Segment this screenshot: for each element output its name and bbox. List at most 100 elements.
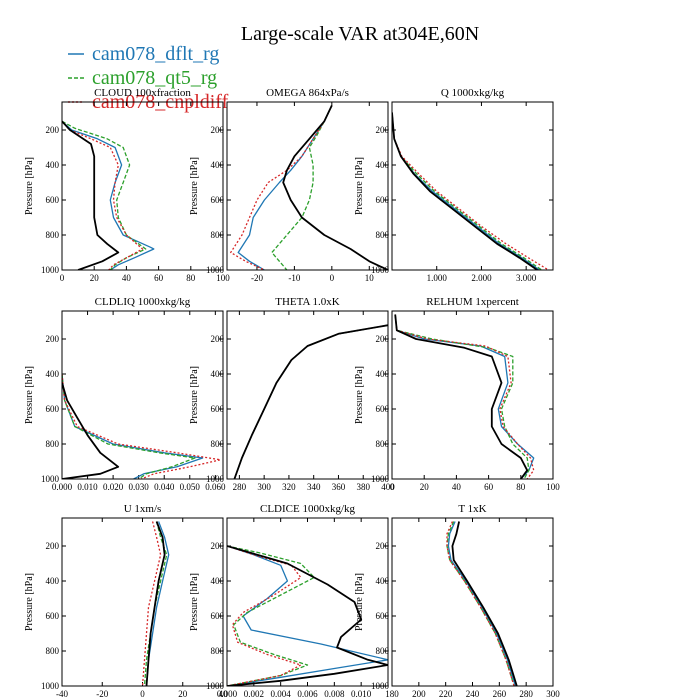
plot-frame — [226, 101, 389, 271]
x-tick-label: 0.000 — [52, 482, 73, 492]
y-tick-label: 800 — [46, 646, 60, 656]
series-line-1 — [394, 314, 530, 479]
series-line-0 — [447, 521, 517, 686]
x-tick-label: -10 — [288, 273, 300, 283]
series-line-3 — [451, 521, 518, 686]
y-axis-label: Pressure [hPa] — [24, 366, 35, 424]
y-tick-label: 400 — [211, 369, 225, 379]
y-tick-label: 400 — [211, 160, 225, 170]
y-tick-label: 400 — [376, 369, 390, 379]
x-tick-label: 200 — [412, 689, 426, 699]
plot-frame — [226, 310, 389, 480]
y-tick-label: 600 — [46, 611, 60, 621]
panel-4: THETA 1.0xK 200 400 600 800 1000 280 300 320 340 3… — [189, 296, 395, 492]
y-axis-label: Pressure [hPa] — [354, 573, 365, 631]
series-line-3 — [227, 545, 388, 686]
series-line-0 — [233, 324, 388, 479]
y-tick-label: 400 — [211, 576, 225, 586]
y-tick-label: 600 — [376, 611, 390, 621]
y-tick-label: 800 — [46, 230, 60, 240]
y-tick-label: 1000 — [371, 681, 390, 691]
legend-label: cam078_dflt_rg — [92, 43, 219, 65]
x-tick-label: 400 — [381, 482, 395, 492]
panel-title: OMEGA 864xPa/s — [266, 87, 349, 99]
y-axis-label: Pressure [hPa] — [354, 157, 365, 215]
series-line-2 — [392, 112, 549, 270]
y-tick-label: 200 — [211, 125, 225, 135]
x-tick-label: 0.060 — [205, 482, 226, 492]
panel-title: T 1xK — [458, 503, 486, 515]
panel-title: THETA 1.0xK — [275, 296, 340, 308]
series-line-2 — [446, 521, 515, 686]
x-tick-label: 340 — [307, 482, 321, 492]
y-tick-label: 400 — [46, 160, 60, 170]
legend-entry-0: cam078_dflt_rg — [68, 43, 219, 65]
series-line-2 — [233, 324, 388, 479]
plot-frame — [391, 517, 554, 687]
x-tick-label: 0.010 — [351, 689, 372, 699]
series-line-1 — [143, 521, 168, 686]
y-tick-label: 800 — [46, 439, 60, 449]
figure-title: Large-scale VAR at304E,60N — [241, 23, 479, 45]
series-line-3 — [394, 314, 529, 479]
y-tick-label: 200 — [211, 541, 225, 551]
series-line-2 — [227, 545, 302, 686]
panel-title: CLOUD 100xfraction — [94, 87, 191, 99]
plot-frame — [61, 517, 224, 687]
x-tick-label: 1.000 — [427, 273, 448, 283]
y-tick-label: 400 — [376, 160, 390, 170]
x-tick-label: 380 — [356, 482, 370, 492]
plot-frame — [61, 310, 224, 480]
x-tick-label: 0 — [390, 482, 395, 492]
series-line-1 — [62, 373, 196, 479]
x-tick-label: 0.006 — [297, 689, 318, 699]
x-tick-label: 300 — [546, 689, 560, 699]
panel-title: U 1xm/s — [124, 503, 162, 515]
series-line-2 — [62, 373, 222, 479]
x-tick-label: 0 — [140, 689, 145, 699]
y-tick-label: 200 — [211, 334, 225, 344]
y-tick-label: 400 — [46, 369, 60, 379]
panel-title: RELHUM 1xpercent — [426, 296, 519, 308]
y-tick-label: 200 — [46, 541, 60, 551]
y-tick-label: 1000 — [41, 265, 60, 275]
series-line-2 — [230, 105, 333, 270]
x-tick-label: 60 — [484, 482, 494, 492]
x-tick-label: 280 — [519, 689, 533, 699]
series-line-3 — [392, 112, 538, 270]
x-tick-label: 2.000 — [471, 273, 492, 283]
series-line-1 — [233, 324, 388, 479]
y-axis-label: Pressure [hPa] — [24, 157, 35, 215]
y-tick-label: 600 — [211, 404, 225, 414]
x-tick-label: 0.000 — [217, 689, 238, 699]
x-tick-label: 240 — [466, 689, 480, 699]
y-tick-label: 600 — [376, 195, 390, 205]
y-tick-label: 200 — [46, 125, 60, 135]
y-tick-label: 200 — [376, 541, 390, 551]
panel-title: CLDICE 1000xkg/kg — [260, 503, 356, 515]
x-tick-label: 0.008 — [324, 689, 345, 699]
x-tick-label: 3.000 — [516, 273, 537, 283]
x-tick-label: 220 — [439, 689, 453, 699]
x-tick-label: 0.040 — [154, 482, 175, 492]
series-line-0 — [392, 112, 540, 270]
x-tick-label: 260 — [493, 689, 507, 699]
y-tick-label: 600 — [46, 404, 60, 414]
panel-title: Q 1000xkg/kg — [441, 87, 505, 99]
x-tick-label: 20 — [90, 273, 100, 283]
x-tick-label: 0.004 — [271, 689, 292, 699]
legend-label: cam078_qt5_rg — [92, 67, 217, 89]
plot-frame — [391, 310, 554, 480]
x-tick-label: 0.002 — [244, 689, 264, 699]
series-line-0 — [227, 545, 388, 686]
x-tick-label: 20 — [178, 689, 188, 699]
series-line-0 — [62, 120, 155, 270]
y-tick-label: 200 — [376, 334, 390, 344]
y-tick-label: 600 — [376, 404, 390, 414]
